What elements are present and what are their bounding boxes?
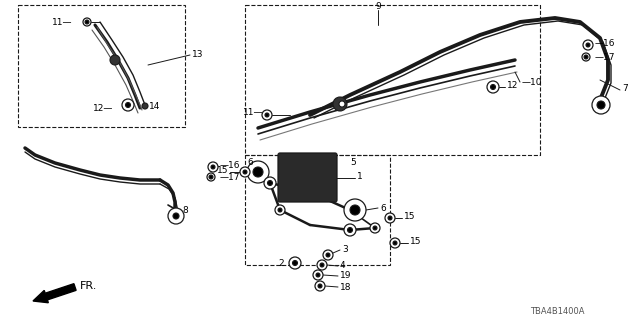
Circle shape <box>583 40 593 50</box>
Bar <box>245 155 390 265</box>
Text: 13: 13 <box>192 50 204 59</box>
Text: 2: 2 <box>278 259 284 268</box>
Circle shape <box>385 213 395 223</box>
Text: 8: 8 <box>182 205 188 214</box>
Text: 3: 3 <box>342 244 348 253</box>
Text: 15: 15 <box>404 212 415 220</box>
Circle shape <box>211 165 215 169</box>
Circle shape <box>247 161 269 183</box>
Circle shape <box>317 260 327 270</box>
Circle shape <box>173 213 179 219</box>
Text: —16: —16 <box>595 38 616 47</box>
Circle shape <box>388 216 392 220</box>
Circle shape <box>333 97 347 111</box>
Circle shape <box>207 173 215 181</box>
Circle shape <box>85 20 89 24</box>
Circle shape <box>253 167 263 177</box>
Circle shape <box>344 224 356 236</box>
Circle shape <box>142 103 148 109</box>
Circle shape <box>373 226 377 230</box>
Circle shape <box>350 205 360 215</box>
Circle shape <box>370 223 380 233</box>
Text: 1: 1 <box>357 172 363 180</box>
Circle shape <box>344 199 366 221</box>
Text: 7: 7 <box>622 84 628 92</box>
Text: 6: 6 <box>247 157 253 166</box>
Circle shape <box>122 99 134 111</box>
Text: 11—: 11— <box>243 108 263 116</box>
Text: —16: —16 <box>220 161 241 170</box>
Circle shape <box>584 55 588 59</box>
Circle shape <box>586 43 590 47</box>
Circle shape <box>292 260 298 266</box>
Circle shape <box>240 167 250 177</box>
Circle shape <box>323 250 333 260</box>
Text: 4: 4 <box>340 261 346 270</box>
Text: 12: 12 <box>507 81 518 90</box>
Circle shape <box>582 53 590 61</box>
Text: 9: 9 <box>375 2 381 11</box>
Circle shape <box>315 281 325 291</box>
FancyBboxPatch shape <box>278 153 337 202</box>
Bar <box>245 5 540 155</box>
Circle shape <box>348 228 353 233</box>
Circle shape <box>316 273 320 277</box>
Circle shape <box>393 241 397 245</box>
FancyArrow shape <box>33 284 76 303</box>
Circle shape <box>265 113 269 117</box>
Circle shape <box>597 101 605 109</box>
Circle shape <box>264 177 276 189</box>
Circle shape <box>487 81 499 93</box>
Circle shape <box>313 270 323 280</box>
Text: TBA4B1400A: TBA4B1400A <box>530 308 584 316</box>
Circle shape <box>320 263 324 267</box>
Circle shape <box>83 18 91 26</box>
Text: 12—: 12— <box>93 103 113 113</box>
Circle shape <box>243 170 247 174</box>
Circle shape <box>268 180 273 186</box>
Text: —17: —17 <box>595 52 616 61</box>
Text: 5: 5 <box>350 157 356 166</box>
Text: 6: 6 <box>380 204 386 212</box>
Circle shape <box>262 110 272 120</box>
Circle shape <box>278 208 282 212</box>
Bar <box>18 5 185 127</box>
Circle shape <box>209 175 213 179</box>
Text: —17: —17 <box>220 172 241 181</box>
Text: —10: —10 <box>522 77 543 86</box>
Circle shape <box>592 96 610 114</box>
Circle shape <box>125 102 131 108</box>
Circle shape <box>289 257 301 269</box>
Circle shape <box>208 162 218 172</box>
Circle shape <box>275 205 285 215</box>
Circle shape <box>390 238 400 248</box>
Circle shape <box>326 253 330 257</box>
Text: 14: 14 <box>149 101 161 110</box>
Text: 15: 15 <box>216 165 228 174</box>
Text: 19: 19 <box>340 271 351 281</box>
Text: FR.: FR. <box>80 281 97 291</box>
Circle shape <box>110 55 120 65</box>
Circle shape <box>168 208 184 224</box>
Circle shape <box>318 284 322 288</box>
Circle shape <box>339 101 345 107</box>
Text: 15: 15 <box>410 236 422 245</box>
Text: 18: 18 <box>340 283 351 292</box>
Text: 11—: 11— <box>51 18 72 27</box>
Circle shape <box>490 84 495 90</box>
